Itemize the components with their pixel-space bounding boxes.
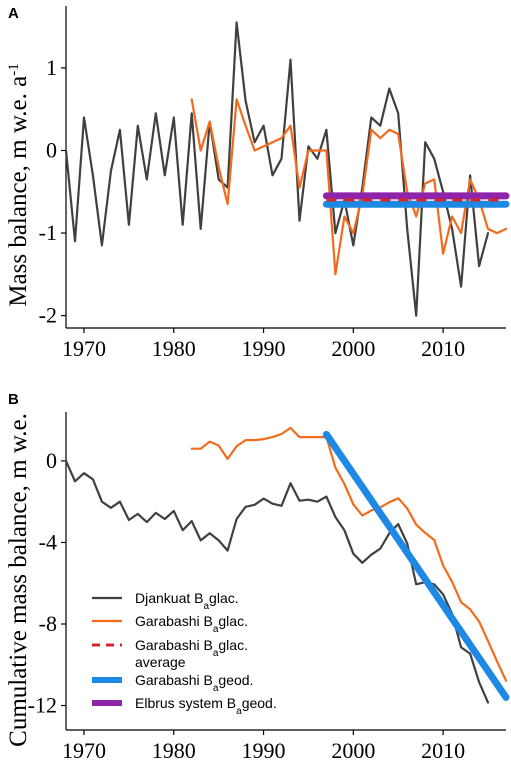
legend-label-2-line2: average	[135, 654, 186, 670]
legend-label-2: Garabashi Baglac.	[135, 637, 248, 659]
panel-a-letter: A	[8, 5, 19, 22]
panel-b-x-tick-label: 1980	[152, 738, 196, 763]
panel-a-ylabel: Mass balance, m w.e. a-1	[5, 63, 32, 306]
panel-b-y-tick-label: 0	[46, 448, 57, 473]
panel-a-series-djankuat-ba-glac-	[64, 21, 490, 317]
panel-a-y-tick-label: -2	[39, 303, 57, 328]
panel-a-series-garabashi-ba-glac-	[190, 98, 508, 276]
panel-a-y-tick-label: 0	[46, 137, 57, 162]
panel-b-x-tick-label: 1990	[242, 738, 286, 763]
panel-b: B Cumulative mass balance, m w.e. 1970 19…	[5, 391, 510, 763]
panel-a-y-tick-label: 1	[46, 55, 57, 80]
panel-a-x-tick-label: 1990	[242, 336, 286, 361]
panel-b-x-tick-label: 2000	[331, 738, 375, 763]
panel-a-x-tick-label: 2000	[331, 336, 375, 361]
panel-b-y-tick-label: -4	[39, 529, 57, 554]
panel-b-series-djankuat-ba-glac-	[64, 459, 490, 704]
legend-label-1: Garabashi Baglac.	[135, 613, 248, 635]
legend-label-0: Djankuat Baglac.	[135, 590, 239, 612]
panel-a: A Mass balance, m w.e. a-1 1970 1980 1990 2…	[5, 5, 510, 361]
panel-b-x-tick-label: 2010	[421, 738, 465, 763]
legend-label-4: Elbrus system Bageod.	[135, 695, 277, 717]
panel-b-series-garabashi-ba-glac-	[190, 426, 508, 682]
panel-b-series-garabashi-ba-geod-	[322, 430, 510, 701]
panel-b-y-tick-label: -8	[39, 611, 57, 636]
legend: Djankuat Baglac.Garabashi Baglac.Garabas…	[92, 590, 277, 717]
panel-b-ylabel: Cumulative mass balance, m w.e.	[5, 413, 32, 747]
legend-label-3: Garabashi Bageod.	[135, 672, 253, 694]
panel-b-y-tick-label: -12	[28, 693, 57, 718]
panel-a-x-tick-label: 2010	[421, 336, 465, 361]
panel-b-x-tick-label: 1970	[62, 738, 106, 763]
panel-a-plot: 1970 1980 1990 2000 2010 -2 -1 0 1	[39, 6, 510, 361]
panel-b-letter: B	[8, 391, 19, 408]
panel-b-plot: 1970 1980 1990 2000 2010 -12 -8 -4 0	[28, 412, 510, 763]
panel-a-y-tick-label: -1	[39, 220, 57, 245]
panel-a-x-tick-label: 1980	[152, 336, 196, 361]
panel-a-x-tick-label: 1970	[62, 336, 106, 361]
